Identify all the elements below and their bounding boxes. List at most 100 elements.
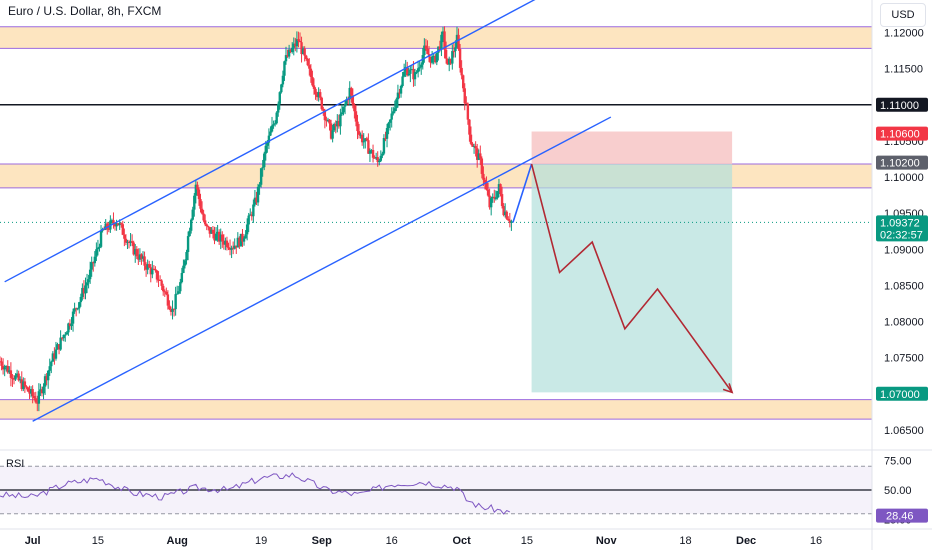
projection-retest-line — [512, 163, 533, 223]
candle — [123, 234, 126, 239]
candle — [432, 56, 435, 58]
candle — [354, 111, 358, 122]
candle — [104, 223, 107, 230]
candle — [162, 285, 165, 292]
candle — [107, 228, 111, 230]
candle — [462, 75, 465, 89]
candle — [28, 391, 31, 394]
candle — [281, 75, 285, 85]
candle — [171, 308, 174, 312]
candle — [303, 48, 306, 56]
candle — [216, 231, 219, 234]
price-tick-label: 1.08500 — [884, 280, 924, 292]
candle — [284, 55, 288, 62]
candle — [434, 56, 437, 63]
candle — [68, 323, 72, 327]
candle — [395, 99, 398, 109]
candle — [53, 353, 56, 359]
candle — [258, 184, 261, 187]
candle — [236, 237, 240, 248]
candle — [199, 199, 202, 209]
candle — [26, 387, 30, 392]
candle — [224, 240, 227, 245]
candle — [259, 168, 263, 185]
candle — [311, 77, 314, 86]
candle — [217, 231, 221, 242]
candle — [3, 367, 6, 370]
candle — [39, 389, 42, 392]
candle — [340, 112, 344, 115]
projection-arrowhead — [722, 383, 734, 394]
candle — [74, 308, 78, 310]
candle — [312, 85, 316, 89]
candle — [438, 46, 442, 50]
candle — [56, 344, 59, 350]
candle — [141, 256, 145, 259]
time-tick-label: Oct — [452, 535, 471, 547]
price-label: 1.09372 — [880, 217, 920, 229]
candle — [121, 224, 124, 235]
currency-button[interactable]: USD — [880, 3, 926, 27]
candle — [300, 42, 303, 55]
candle — [278, 92, 281, 104]
candle — [93, 256, 97, 264]
candle — [286, 55, 289, 57]
candle — [247, 215, 250, 225]
candle — [205, 224, 208, 227]
candle — [11, 377, 14, 379]
candle — [392, 111, 395, 114]
candle — [233, 245, 236, 249]
candle — [297, 39, 300, 41]
candle — [261, 167, 264, 169]
price-tick-label: 1.12000 — [884, 28, 924, 40]
candle — [440, 34, 443, 50]
candle — [14, 375, 17, 380]
candle — [424, 45, 428, 49]
candle — [337, 120, 341, 127]
candle — [70, 323, 73, 327]
candle — [6, 365, 9, 373]
candle — [381, 153, 384, 156]
candle — [165, 291, 168, 295]
candle — [379, 155, 383, 161]
price-tick-label: 1.06500 — [884, 425, 924, 437]
candle — [334, 123, 337, 127]
candle — [463, 88, 466, 104]
candle — [242, 238, 246, 242]
candle — [15, 373, 19, 376]
candle — [368, 150, 372, 154]
candle — [267, 135, 271, 143]
candle — [364, 138, 367, 142]
candle — [489, 198, 493, 208]
candle — [315, 94, 319, 98]
candle — [244, 234, 247, 239]
candle — [46, 370, 50, 381]
candle — [362, 141, 365, 143]
candle — [325, 120, 328, 122]
candle — [82, 287, 86, 294]
candle — [59, 337, 62, 350]
candle — [113, 223, 117, 227]
candle — [314, 88, 317, 95]
candle — [444, 49, 448, 59]
time-tick-label: 15 — [92, 535, 104, 547]
price-label-badge — [876, 155, 928, 170]
candle — [429, 56, 432, 63]
candle — [180, 273, 184, 283]
candle — [277, 103, 280, 113]
candle — [339, 114, 342, 127]
time-tick-label: Jul — [25, 535, 41, 547]
candle — [8, 370, 11, 373]
candle — [295, 39, 299, 47]
candle — [305, 55, 308, 59]
candle — [370, 149, 373, 151]
price-tick-label: 1.08000 — [884, 317, 924, 329]
candle — [148, 264, 151, 268]
channel-lower-line — [32, 116, 612, 422]
candle — [493, 196, 496, 199]
candle — [219, 234, 222, 242]
candle — [118, 223, 121, 226]
candle — [449, 58, 452, 64]
candle — [270, 125, 274, 132]
